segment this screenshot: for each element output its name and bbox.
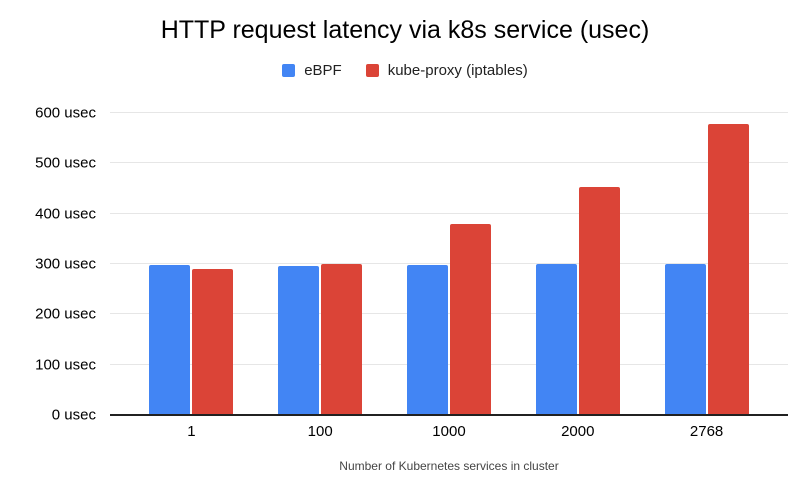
plot-area: 0 usec 100 usec 200 usec 300 usec 400 usec 50… xyxy=(35,106,788,423)
chart-title: HTTP request latency via k8s service (us… xyxy=(160,16,650,44)
y-tick-label: 0 usec xyxy=(51,406,96,424)
y-tick-label: 300 usec xyxy=(35,255,96,273)
x-tick-label: 1 xyxy=(187,423,196,440)
legend-label: eBPF xyxy=(304,62,342,79)
x-axis-labels: 1 100 1000 2000 2768 xyxy=(110,423,788,440)
x-axis-title: Number of Kubernetes services in cluster xyxy=(339,459,559,473)
bar-group xyxy=(256,113,385,415)
gridline xyxy=(110,313,788,315)
bars-row xyxy=(110,113,788,415)
x-tick-label: 2768 xyxy=(689,423,724,440)
bar-group xyxy=(127,113,256,415)
legend-item: eBPF xyxy=(282,62,342,79)
x-axis-line xyxy=(110,414,788,416)
gridline xyxy=(110,162,788,164)
bar-ebpf xyxy=(535,264,577,415)
bar-kube-proxy-iptables- xyxy=(321,264,363,415)
legend-item: kube-proxy (iptables) xyxy=(365,62,528,79)
legend-swatch-icon xyxy=(365,64,379,77)
bar-ebpf xyxy=(664,264,706,415)
gridline xyxy=(110,112,788,113)
bar-kube-proxy-iptables- xyxy=(578,186,620,415)
gridline xyxy=(110,212,788,214)
x-tick-label: 100 xyxy=(307,423,333,440)
bar-group xyxy=(385,113,514,415)
bar-group xyxy=(642,113,771,415)
bar-kube-proxy-iptables- xyxy=(449,224,491,415)
bar-kube-proxy-iptables- xyxy=(707,124,749,415)
bar-group xyxy=(513,113,642,415)
bar-ebpf xyxy=(278,266,320,415)
y-tick-label: 100 usec xyxy=(35,356,96,374)
legend-label: kube-proxy (iptables) xyxy=(387,62,528,79)
x-tick-label: 1000 xyxy=(432,423,466,440)
bar-ebpf xyxy=(149,265,191,415)
legend-swatch-icon xyxy=(282,64,296,77)
gridline xyxy=(110,363,788,365)
legend: eBPF kube-proxy (iptables) xyxy=(0,62,810,79)
y-tick-label: 500 usec xyxy=(35,154,96,172)
y-tick-label: 400 usec xyxy=(35,205,96,223)
y-tick-label: 600 usec xyxy=(35,104,96,122)
bar-ebpf xyxy=(406,265,448,415)
bar-kube-proxy-iptables- xyxy=(192,269,234,415)
y-tick-label: 200 usec xyxy=(35,305,96,323)
gridline xyxy=(110,263,788,264)
x-tick-label: 2000 xyxy=(561,423,595,440)
